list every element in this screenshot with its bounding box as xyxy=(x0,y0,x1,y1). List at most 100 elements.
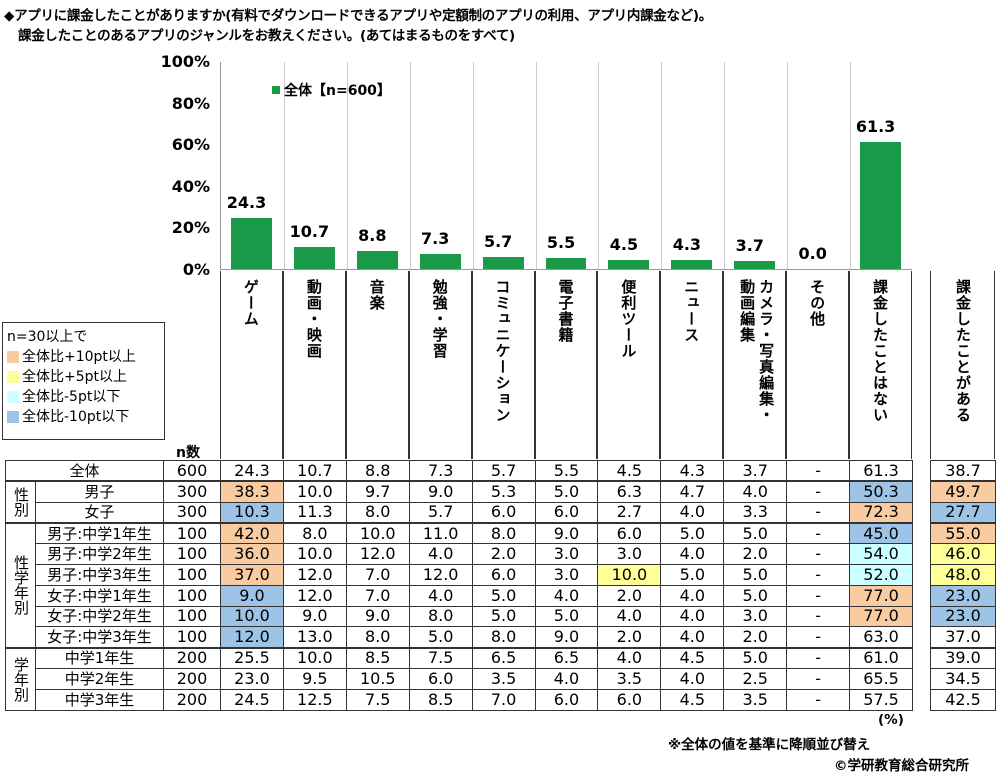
table-cell: 77.0 xyxy=(849,605,913,628)
copyright: ©学研教育総合研究所 xyxy=(834,758,969,774)
y-tick-label: 20% xyxy=(171,218,210,238)
table-cell: 25.5 xyxy=(220,646,284,669)
table-row: 性学年別 男子:中学1年生 100 42.0 8.0 10.0 11.0 8.0 9.0 6.0 5… xyxy=(5,521,913,649)
bar xyxy=(293,246,335,269)
table-row: 38.7 xyxy=(930,460,996,482)
table-cell: 4.0 xyxy=(660,584,725,607)
highlight-legend: n=30以上で 全体比+10pt以上 全体比+5pt以上 全体比-5pt以下 全体比-… xyxy=(2,322,165,440)
table-cell: 9.5 xyxy=(282,667,347,690)
n-count: 200 xyxy=(163,646,221,669)
column-header: 課金したことがある xyxy=(930,271,995,459)
table-cell: 2.0 xyxy=(723,543,788,565)
column-header-label: 電子書籍 xyxy=(555,279,574,343)
column-header-label: 音楽 xyxy=(367,279,386,311)
table-cell: 6.0 xyxy=(597,521,662,545)
table-cell: 42.0 xyxy=(220,521,284,545)
column-divider xyxy=(787,62,789,269)
column-header: ゲーム xyxy=(220,271,283,459)
row-label: 女子 xyxy=(35,501,164,524)
bar xyxy=(356,250,398,269)
table-cell: 3.0 xyxy=(534,563,599,586)
table-cell: - xyxy=(786,667,851,690)
table-cell: 9.0 xyxy=(345,605,410,628)
column-header-line: 課金したことはない xyxy=(870,279,889,423)
table-row: 女子 300 10.3 11.3 8.0 5.7 6.0 6.0 2.7 4.0 3.3-72.3 xyxy=(6,501,913,524)
column-header-label: ゲーム xyxy=(241,279,260,327)
row-label: 男子:中学1年生 xyxy=(35,521,164,545)
column-divider xyxy=(283,62,285,269)
table-cell: 4.7 xyxy=(660,480,725,503)
table-cell: 4.0 xyxy=(660,626,725,649)
column-header-label: 課金したことはない xyxy=(870,279,889,423)
table-row: 全体 600 24.3 10.7 8.8 7.3 5.7 5.5 4.5 4.3 3.7-61.3 xyxy=(5,460,913,482)
table-cell: 12.0 xyxy=(282,584,347,607)
column-header-line: ゲーム xyxy=(241,279,260,327)
table-cell: 12.0 xyxy=(220,626,284,649)
table-cell: 23.0 xyxy=(220,667,284,690)
question-title-line-1: ◆アプリに課金したことがありますか(有料でダウンロードできるアプリや定額制のアプ… xyxy=(4,8,712,24)
table-cell: 5.0 xyxy=(534,605,599,628)
column-header-line: 動画編集 xyxy=(738,279,757,343)
legend-swatch xyxy=(7,371,19,383)
table-cell: 5.7 xyxy=(408,501,473,524)
table-cell: 9.0 xyxy=(534,521,599,545)
table-cell: 5.0 xyxy=(408,626,473,649)
row-label: 中学3年生 xyxy=(35,688,164,711)
table-cell: 10.0 xyxy=(282,480,347,503)
legend-swatch xyxy=(7,351,19,363)
table-cell: 10.5 xyxy=(345,667,410,690)
bar-value-label: 4.3 xyxy=(672,235,702,255)
table-cell: 12.0 xyxy=(345,543,410,565)
n-count: 300 xyxy=(163,501,221,524)
table-cell: 38.3 xyxy=(220,480,284,503)
n-count: 100 xyxy=(163,521,221,545)
row-label: 中学1年生 xyxy=(35,646,164,669)
y-tick-label: 40% xyxy=(171,176,210,196)
bar-value-label: 10.7 xyxy=(289,221,330,241)
column-header-line: 動画・映画 xyxy=(304,279,323,359)
table-cell: 52.0 xyxy=(849,563,913,586)
column-header: 動画・映画 xyxy=(282,271,346,459)
column-header-line: コミュニケーション xyxy=(493,279,512,423)
table-cell: 7.5 xyxy=(345,688,410,711)
column-header: 電子書籍 xyxy=(534,271,598,459)
column-header-line: 音楽 xyxy=(367,279,386,311)
table-row: 男子:中学2年生 100 36.0 10.0 12.0 4.0 2.0 3.0 3.0 4.0 2.… xyxy=(6,543,913,565)
legend-item: 全体比-10pt以下 xyxy=(7,407,160,427)
table-cell: 8.5 xyxy=(408,688,473,711)
bar xyxy=(482,257,524,269)
table-cell: 6.0 xyxy=(534,501,599,524)
table-cell: 63.0 xyxy=(849,626,913,649)
legend-item: 全体比+5pt以上 xyxy=(7,367,160,387)
column-header-line: ニュース xyxy=(682,279,701,343)
table-cell: 8.5 xyxy=(345,646,410,669)
legend-item: 全体比+10pt以上 xyxy=(7,347,160,367)
column-header: 勉強・学習 xyxy=(408,271,472,459)
column-header-label: 動画・映画 xyxy=(304,279,323,359)
table-row: 27.7 xyxy=(930,501,996,524)
n-count: 300 xyxy=(163,480,221,503)
table-row: 34.5 xyxy=(930,667,996,690)
table-cell: 61.3 xyxy=(849,460,913,482)
table-cell: 50.3 xyxy=(849,480,913,503)
bar xyxy=(231,218,272,269)
bar-value-label: 0.0 xyxy=(798,244,827,263)
column-divider xyxy=(535,62,537,269)
table-cell: - xyxy=(786,521,851,545)
series-legend-label: 全体【n=600】 xyxy=(284,83,391,99)
table-cell: 4.0 xyxy=(660,501,725,524)
table-cell: 10.7 xyxy=(282,460,347,482)
table-cell: 54.0 xyxy=(849,543,913,565)
table-cell: - xyxy=(786,543,851,565)
table-cell: 4.0 xyxy=(534,584,599,607)
table-cell: 6.0 xyxy=(471,501,536,524)
table-row: 55.0 xyxy=(930,521,996,545)
table-cell: 10.0 xyxy=(282,543,347,565)
table-cell: - xyxy=(786,460,851,482)
table-row: 中学2年生 200 23.0 9.5 10.5 6.0 3.5 4.0 3.5 4.0 2.5-65… xyxy=(6,667,913,690)
table-row: 男子:中学3年生 100 37.0 12.0 7.0 12.0 6.0 3.0 10.0 5.0 5… xyxy=(6,563,913,586)
bar-value-label: 3.7 xyxy=(735,236,764,256)
table-cell: - xyxy=(786,501,851,524)
table-cell: 3.0 xyxy=(723,605,788,628)
table-cell: - xyxy=(786,626,851,649)
